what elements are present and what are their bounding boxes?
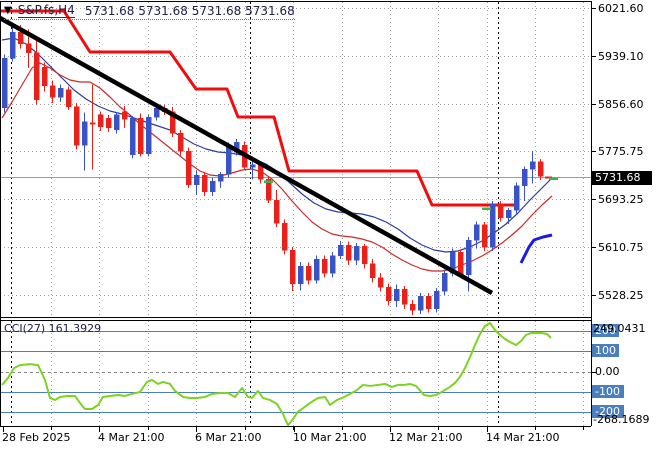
current-price-badge: 5731.68 (592, 170, 652, 185)
candle-body (73, 106, 80, 146)
price-axis-label: 5939.10 (598, 50, 644, 63)
candle-body (193, 175, 200, 185)
candle-body (529, 161, 536, 170)
candle-body (521, 169, 528, 187)
cci-series-line (1, 322, 552, 426)
candle-body (465, 240, 472, 276)
candle-body (129, 118, 136, 156)
candle-body (121, 111, 128, 120)
price-axis-label: 5528.25 (598, 289, 644, 302)
candle-body (145, 116, 152, 155)
candle-body (489, 204, 496, 248)
time-axis-label: 4 Mar 21:00 (98, 431, 165, 444)
candle-body (41, 66, 48, 86)
candle-body (369, 263, 376, 278)
symbol-timeframe-label: S&P.fs,H4 (17, 3, 75, 18)
candle-body (209, 180, 216, 192)
trendline (0, 16, 494, 295)
candle-body (297, 265, 304, 284)
candle-body (249, 164, 256, 168)
candle-body (345, 244, 352, 261)
cci-level-badge: 100 (592, 344, 619, 357)
candle-body (305, 265, 312, 281)
cci-level-label: 0.00 (595, 365, 620, 378)
candle-body (289, 250, 296, 284)
candle-body (393, 289, 400, 302)
candle-body (481, 224, 488, 248)
candle-body (385, 286, 392, 302)
candle-body (457, 251, 464, 276)
price-axis[interactable] (592, 0, 660, 450)
candle-body (353, 246, 360, 261)
candle-body (217, 173, 224, 182)
cci-level-badge: -100 (592, 385, 624, 398)
time-axis-label: 28 Feb 2025 (2, 431, 71, 444)
candle-body (321, 258, 328, 274)
time-axis-label: 12 Mar 21:00 (389, 431, 463, 444)
candle-body (105, 118, 112, 128)
candle-body (265, 179, 272, 201)
candle-body (25, 43, 32, 53)
price-axis-label: 5856.60 (598, 98, 644, 111)
candle-body (89, 122, 96, 125)
candle-body (505, 209, 512, 219)
candle-body (97, 114, 104, 128)
time-axis[interactable] (0, 427, 660, 450)
candle-body (497, 204, 504, 219)
candle-body (513, 185, 520, 211)
price-axis-label: 6021.60 (598, 2, 644, 15)
candle-body (57, 87, 64, 98)
candle-body (313, 258, 320, 281)
candle-body (49, 85, 56, 98)
cci-min-value-label: -268.1689 (593, 413, 650, 426)
candle-body (473, 224, 480, 241)
candle-body (329, 255, 336, 274)
cci-level-badge: 200 (592, 324, 619, 337)
time-axis-label: 14 Mar 21:00 (486, 431, 560, 444)
candle-body (153, 108, 160, 118)
symbol-marker-icon: ▼ (4, 4, 12, 16)
price-axis-label: 5610.75 (598, 241, 644, 254)
candle-body (201, 175, 208, 192)
candle-body (17, 31, 24, 45)
candle-body (337, 244, 344, 256)
candle-body (185, 151, 192, 185)
candle-body (409, 304, 416, 311)
ohlc-values: 5731.68 5731.68 5731.68 5731.68 (84, 3, 295, 18)
price-axis-label: 5693.25 (598, 193, 644, 206)
chart-title: ▼ S&P.fs,H4 5731.68 5731.68 5731.68 5731… (4, 3, 295, 20)
candle-body (441, 272, 448, 292)
candle-body (9, 31, 16, 59)
candle-body (537, 161, 544, 177)
candle-body (113, 114, 120, 131)
candle-body (177, 133, 184, 152)
candle-body (33, 52, 40, 100)
candle-body (377, 277, 384, 288)
candle-body (1, 58, 8, 109)
cci-level-badge: -200 (592, 405, 624, 418)
hilo-sell-line (0, 9, 520, 211)
cci-max-value-label: 249.0431 (593, 322, 646, 335)
candle-body (81, 121, 88, 146)
candle-body (361, 246, 368, 264)
candle-body (433, 290, 440, 309)
candle-body (225, 144, 232, 175)
candle-body (281, 222, 288, 251)
price-axis-label: 5775.75 (598, 145, 644, 158)
candle-body (137, 118, 144, 155)
candle-body (65, 89, 72, 107)
candle-body (425, 296, 432, 309)
candle-body (417, 296, 424, 311)
time-axis-label: 6 Mar 21:00 (195, 431, 262, 444)
time-axis-label: 10 Mar 21:00 (293, 431, 367, 444)
cci-indicator-label: CCI(27) 161.3929 (4, 322, 102, 335)
candle-body (273, 200, 280, 224)
hilo-buy-line (519, 233, 553, 264)
candle-body (401, 289, 408, 305)
